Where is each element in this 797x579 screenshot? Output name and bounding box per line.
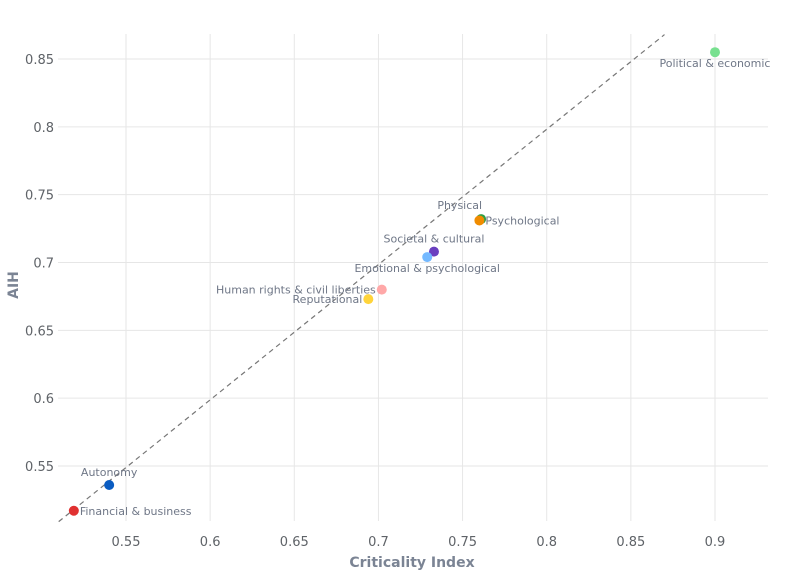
point-label-financial-and-business: Financial & business [80, 505, 192, 518]
y-tick-label: 0.7 [33, 257, 54, 272]
point-autonomy [104, 479, 115, 490]
x-tick-label: 0.6 [200, 535, 221, 550]
point-label-human-rights-and-civil-liberties: Human rights & civil liberties [216, 284, 376, 297]
y-tick-label: 0.55 [25, 460, 54, 475]
reference-diagonal-line [58, 34, 665, 523]
point-label-psychological: Psychological [485, 214, 559, 227]
x-tick-label: 0.7 [368, 535, 389, 550]
point-label-political-and-economic: Political & economic [660, 57, 771, 70]
point-label-reputational: Reputational [293, 293, 363, 306]
y-tick-label: 0.8 [33, 121, 54, 136]
point-reputational [363, 294, 374, 305]
point-societal-and-cultural [428, 246, 439, 257]
x-tick-label: 0.75 [448, 535, 477, 550]
point-political-and-economic [710, 47, 720, 58]
point-financial-and-business [68, 505, 79, 516]
y-tick-label: 0.75 [25, 189, 54, 204]
point-psychological [474, 215, 485, 226]
x-tick-label: 0.8 [536, 535, 557, 550]
y-axis-title: AIH [6, 271, 22, 299]
point-label-societal-and-cultural: Societal & cultural [383, 233, 484, 246]
y-tick-label: 0.85 [25, 53, 54, 68]
point-label-autonomy: Autonomy [81, 466, 138, 479]
point-label-physical: Physical [437, 199, 482, 212]
y-tick-label: 0.6 [33, 392, 54, 407]
x-tick-label: 0.65 [280, 535, 309, 550]
point-emotional-and-psychological [422, 252, 433, 263]
grid-lines [58, 34, 768, 521]
point-human-rights-and-civil-liberties [376, 284, 387, 295]
x-axis-title: Criticality Index [349, 555, 474, 571]
y-tick-label: 0.65 [25, 324, 54, 339]
x-tick-label: 0.85 [616, 535, 645, 550]
axis-ticks: 0.55 0.6 0.65 0.7 0.75 0.8 0.85 0.9 0.55 0.6 0.65 0… [25, 53, 725, 550]
x-tick-label: 0.55 [112, 535, 141, 550]
point-label-emotional-and-psychological: Emotional & psychological [354, 262, 499, 275]
data-points: Political & economic PhysicalPsychologica… [68, 47, 771, 518]
x-tick-label: 0.9 [705, 535, 726, 550]
